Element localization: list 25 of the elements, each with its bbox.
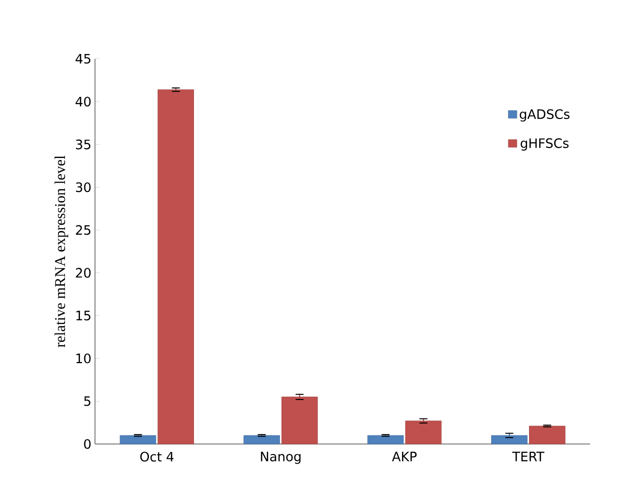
y-tick-label: 25 [76,225,90,235]
bar [491,435,528,444]
bar [120,435,156,444]
y-axis-title: relative mRNA expression level [54,156,68,348]
x-tick-label: Nanog [260,452,301,464]
bar [158,89,194,444]
bar [529,426,566,444]
y-tick-label: 30 [76,182,91,192]
y-tick-label: 15 [76,310,90,320]
x-tick-label: Oct 4 [140,452,174,462]
bar [244,435,280,444]
y-tick-label: 35 [76,140,90,150]
y-tick-label: 5 [84,396,90,406]
legend-label: gHFSCs [520,138,569,151]
y-tick-label: 20 [76,268,91,278]
y-tick-label: 0 [84,439,91,449]
y-tick-label: 40 [76,96,91,107]
legend-label: gADSCs [520,109,570,122]
x-tick-label: AKP [392,452,417,462]
x-tick-label: TERT [512,452,544,462]
y-tick-label: 10 [76,354,91,364]
bar [281,396,318,444]
bar [405,420,442,444]
bar [367,435,404,444]
y-tick-label: 45 [76,54,90,64]
